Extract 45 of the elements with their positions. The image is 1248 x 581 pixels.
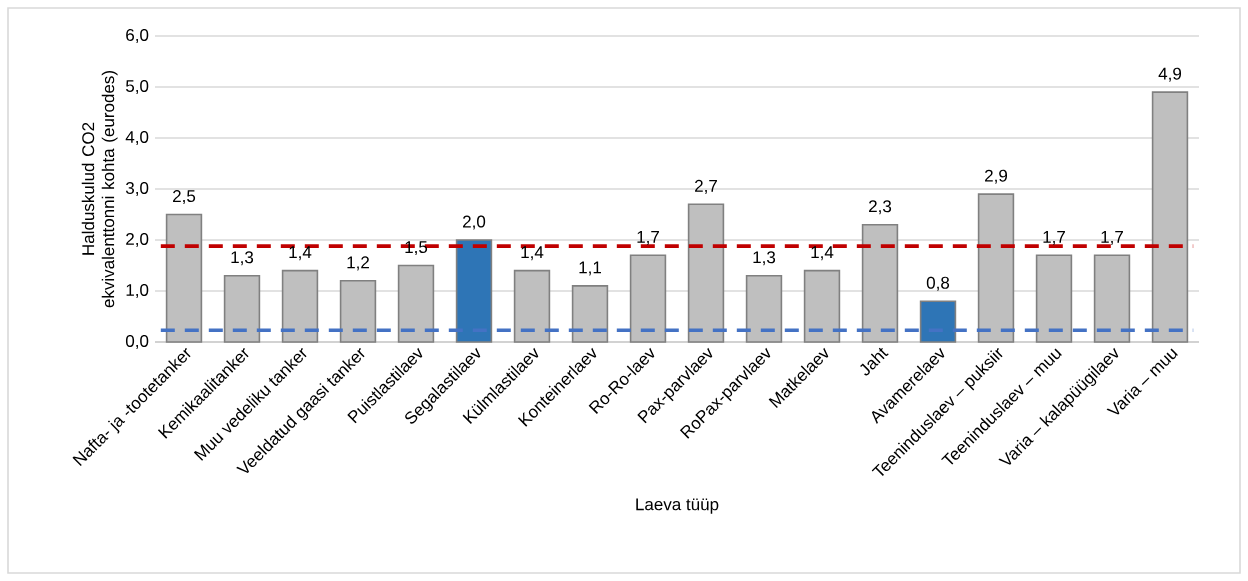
bar [629, 254, 667, 343]
data-label: 1,4 [521, 246, 544, 261]
bar [571, 285, 609, 343]
bar [1093, 254, 1131, 343]
y-axis-title: Halduskulud CO2 ekvivalenttonni kohta (eurodes) [81, 71, 118, 308]
data-label: 1,5 [405, 241, 428, 256]
data-label: 1,2 [347, 256, 369, 271]
y-tick-label: 4,0 [125, 130, 149, 146]
data-label: 0,8 [926, 276, 950, 291]
data-label: 1,4 [289, 246, 312, 261]
data-label: 2,9 [985, 169, 1008, 184]
bar [455, 239, 493, 343]
bar [919, 300, 957, 343]
bar [861, 223, 899, 343]
data-label: 1,4 [811, 246, 834, 261]
y-tick-label: 3,0 [125, 181, 149, 196]
data-label: 1,3 [753, 251, 776, 266]
y-tick-label: 0,0 [125, 334, 149, 349]
y-tick-label: 2,0 [126, 232, 149, 247]
data-label: 2,3 [869, 200, 892, 215]
y-tick-label: 1,0 [126, 283, 149, 298]
bar [223, 274, 261, 343]
data-label: 4,9 [1158, 67, 1182, 82]
data-label: 1,3 [231, 251, 254, 266]
bar [165, 213, 203, 343]
bar [281, 269, 319, 343]
x-axis-title: Laeva tüüp [636, 498, 719, 514]
bar [745, 274, 783, 343]
bar [339, 279, 377, 343]
bar [513, 269, 551, 343]
data-label: 2,0 [463, 215, 486, 230]
data-label: 1,7 [1101, 231, 1123, 245]
bar [397, 264, 435, 343]
data-label: 2,7 [695, 179, 717, 194]
y-tick-label: 5,0 [126, 79, 149, 95]
bar [687, 203, 725, 343]
data-label: 2,5 [173, 190, 196, 205]
data-label: 1,7 [637, 231, 659, 245]
bar [1151, 91, 1189, 343]
bar [1035, 254, 1073, 343]
y-tick-label: 6,0 [126, 28, 149, 44]
bar [803, 269, 841, 343]
data-label: 1,7 [1043, 231, 1065, 245]
bar [977, 193, 1015, 343]
data-label: 1,1 [579, 261, 601, 276]
